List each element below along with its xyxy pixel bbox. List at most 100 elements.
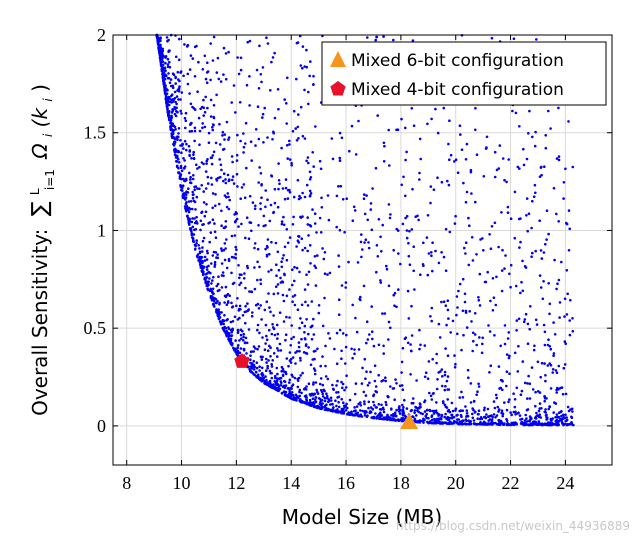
- config-point: [507, 356, 511, 360]
- config-point: [444, 347, 447, 350]
- config-point: [210, 282, 213, 285]
- config-point: [316, 347, 319, 351]
- config-point: [428, 408, 432, 412]
- config-point: [465, 422, 469, 426]
- config-point: [465, 326, 469, 329]
- config-point: [196, 90, 199, 93]
- config-point: [299, 398, 302, 401]
- config-point: [544, 414, 548, 417]
- config-point: [309, 262, 312, 265]
- config-point: [218, 143, 222, 146]
- config-point: [346, 406, 349, 410]
- config-point: [295, 41, 299, 45]
- config-point: [432, 392, 435, 395]
- y-tick-label: 0: [97, 416, 106, 436]
- config-point: [380, 414, 384, 417]
- config-point: [194, 244, 197, 248]
- config-point: [467, 216, 470, 220]
- config-point: [171, 86, 175, 90]
- config-point: [384, 379, 388, 383]
- config-point: [166, 108, 169, 111]
- config-point: [363, 357, 367, 361]
- config-point: [249, 221, 253, 224]
- config-point: [315, 231, 318, 234]
- config-point: [189, 123, 192, 126]
- config-point: [176, 70, 180, 74]
- config-point: [287, 364, 290, 368]
- config-point: [303, 137, 307, 140]
- config-point: [195, 195, 199, 199]
- config-point: [314, 400, 318, 404]
- config-point: [533, 344, 536, 348]
- config-point: [282, 223, 286, 227]
- config-point: [446, 375, 450, 378]
- config-point: [555, 391, 558, 394]
- config-point: [481, 237, 484, 240]
- config-point: [228, 198, 231, 202]
- config-point: [379, 281, 383, 284]
- config-point: [567, 120, 570, 123]
- config-point: [496, 405, 500, 409]
- config-point: [227, 259, 231, 263]
- config-point: [237, 264, 240, 267]
- config-point: [266, 349, 270, 353]
- config-point: [337, 400, 340, 404]
- config-point: [369, 208, 373, 211]
- config-point: [523, 419, 527, 422]
- config-point: [222, 274, 225, 278]
- config-point: [519, 393, 523, 397]
- x-tick-label: 16: [337, 473, 355, 493]
- config-point: [545, 418, 548, 421]
- config-point: [265, 36, 268, 39]
- config-point: [206, 251, 209, 255]
- config-point: [503, 178, 506, 182]
- config-point: [291, 375, 295, 378]
- config-point: [412, 245, 416, 248]
- config-point: [197, 116, 201, 120]
- config-point: [484, 422, 487, 425]
- config-point: [233, 315, 237, 319]
- config-point: [382, 35, 385, 38]
- config-point: [515, 319, 519, 322]
- config-point: [266, 198, 269, 201]
- config-point: [261, 112, 265, 116]
- config-point: [303, 324, 307, 328]
- config-point: [183, 167, 186, 170]
- config-point: [468, 224, 471, 227]
- config-point: [318, 382, 322, 386]
- config-point: [527, 374, 530, 378]
- config-point: [312, 401, 315, 405]
- config-point: [322, 388, 326, 392]
- config-point: [248, 290, 251, 293]
- config-point: [554, 416, 557, 419]
- config-point: [195, 239, 198, 242]
- config-point: [244, 236, 247, 240]
- config-point: [159, 57, 163, 60]
- config-point: [533, 144, 537, 148]
- config-point: [226, 300, 230, 303]
- config-point: [269, 89, 272, 92]
- config-point: [167, 50, 170, 53]
- config-point: [286, 76, 289, 80]
- config-point: [387, 320, 391, 324]
- config-point: [170, 134, 174, 138]
- config-point: [244, 304, 247, 308]
- config-point: [476, 413, 480, 416]
- config-point: [326, 273, 329, 276]
- config-point: [276, 337, 279, 340]
- config-point: [258, 44, 261, 48]
- config-point: [461, 409, 465, 413]
- config-point: [400, 360, 404, 364]
- config-point: [562, 366, 566, 370]
- config-point: [270, 365, 274, 368]
- config-point: [554, 369, 558, 372]
- config-point: [402, 175, 405, 179]
- config-point: [211, 287, 215, 291]
- config-point: [344, 281, 348, 284]
- config-point: [536, 360, 540, 364]
- config-point: [212, 275, 215, 279]
- config-point: [508, 398, 511, 401]
- config-point: [446, 179, 449, 183]
- config-point: [273, 387, 277, 391]
- config-point: [236, 297, 239, 300]
